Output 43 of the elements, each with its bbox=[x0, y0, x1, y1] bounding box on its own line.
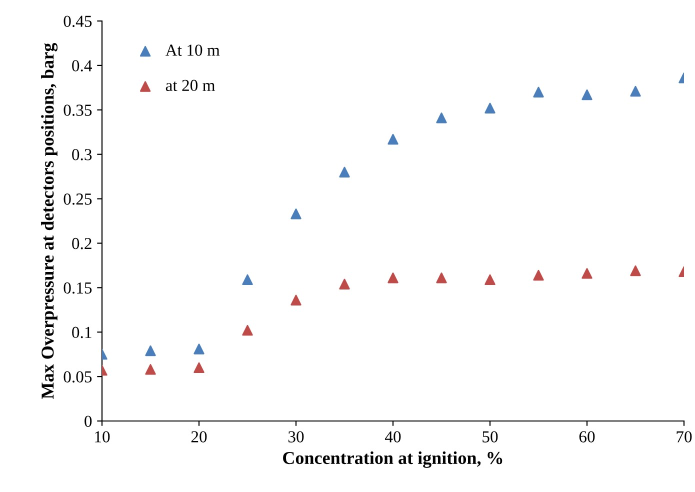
point bbox=[484, 274, 496, 286]
y-tick-label: 0.45 bbox=[64, 16, 92, 28]
y-tick-label: 0 bbox=[84, 416, 92, 427]
point bbox=[630, 265, 641, 276]
point bbox=[484, 102, 496, 114]
point bbox=[242, 274, 253, 286]
point bbox=[630, 86, 641, 97]
y-tick-label: 0.3 bbox=[72, 149, 92, 160]
point bbox=[436, 112, 447, 124]
point bbox=[436, 272, 447, 284]
point bbox=[388, 134, 398, 145]
point bbox=[582, 89, 592, 100]
x-tick-label: 50 bbox=[482, 431, 498, 442]
legend-label: At 10 m bbox=[165, 44, 220, 56]
x-tick-label: 20 bbox=[191, 431, 207, 442]
x-tick-label: 40 bbox=[384, 431, 401, 442]
y-tick-label: 0.4 bbox=[72, 60, 92, 72]
point bbox=[582, 268, 592, 279]
y-tick-label: 0.35 bbox=[64, 104, 92, 116]
point bbox=[290, 294, 302, 306]
y-axis-title: Max Overpressure at detectors positions, barg bbox=[41, 42, 58, 399]
point bbox=[242, 324, 253, 336]
point bbox=[145, 364, 156, 375]
point bbox=[290, 208, 302, 220]
x-tick-label: 70 bbox=[676, 431, 692, 442]
y-tick-label: 0.05 bbox=[64, 371, 92, 383]
x-tick-label: 60 bbox=[579, 431, 595, 442]
x-tick-label: 10 bbox=[95, 431, 110, 442]
y-tick-label: 0.25 bbox=[64, 193, 92, 205]
y-tick-label: 0.2 bbox=[72, 238, 92, 250]
point bbox=[533, 86, 544, 98]
point bbox=[533, 270, 544, 281]
y-tick-label: 0.15 bbox=[64, 282, 92, 294]
x-axis-title: Concentration at ignition, % bbox=[283, 451, 502, 468]
point bbox=[339, 166, 350, 178]
point bbox=[339, 278, 350, 290]
x-tick-label: 30 bbox=[288, 431, 304, 442]
point bbox=[194, 344, 204, 354]
point bbox=[145, 345, 156, 356]
point bbox=[388, 272, 398, 284]
y-tick-label: 0.1 bbox=[72, 326, 92, 338]
point bbox=[194, 362, 204, 374]
legend-label: at 20 m bbox=[166, 80, 216, 92]
